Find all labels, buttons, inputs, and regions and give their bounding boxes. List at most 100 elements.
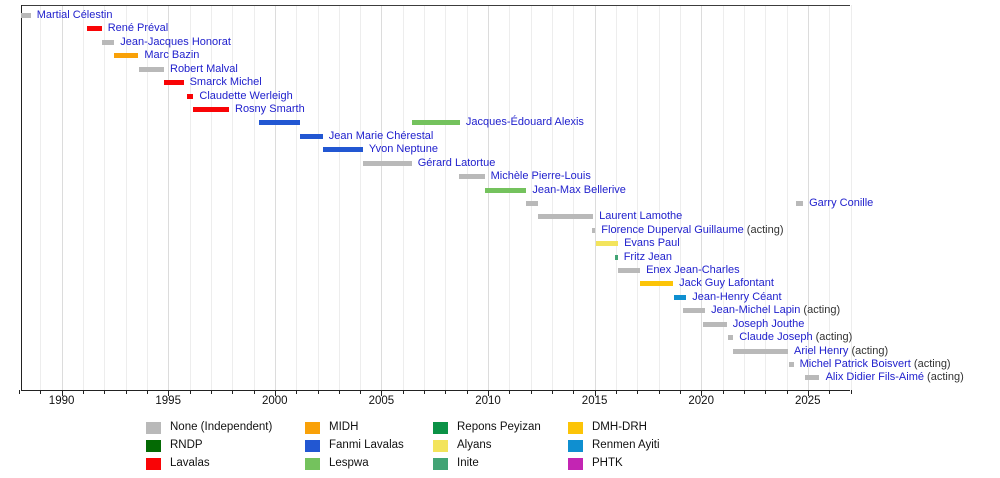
pm-link[interactable]: Robert Malval [170, 62, 238, 75]
gridline-year-2008 [445, 5, 447, 390]
pm-label: Martial Célestin [37, 9, 113, 22]
frame-top [21, 5, 850, 6]
acting-suffix: (acting) [848, 344, 889, 357]
axis-tick-2020 [701, 390, 703, 396]
axis-tick-2001 [296, 390, 298, 394]
gridline-year-2013 [552, 5, 553, 390]
pm-link[interactable]: Rosny Smarth [235, 102, 305, 115]
term-bar [114, 53, 139, 59]
term-bar [186, 93, 194, 99]
pm-label: René Préval [108, 22, 169, 35]
pm-link[interactable]: Michel Patrick Boisvert [799, 357, 911, 370]
pm-label: Alix Didier Fils-Aimé (acting) [826, 371, 964, 384]
axis-tick-1993 [125, 390, 127, 394]
axis-tick-1997 [210, 390, 212, 394]
pm-link[interactable]: Jean-Henry Céant [692, 290, 782, 303]
gridline-year-1999 [253, 5, 255, 390]
pm-label: Rosny Smarth [235, 103, 305, 116]
axis-tick-2027 [850, 390, 852, 394]
gridline-year-2002 [317, 5, 319, 390]
frame-left [21, 5, 22, 391]
pm-link[interactable]: Florence Duperval Guillaume [601, 223, 744, 236]
term-bar [733, 348, 788, 354]
axis-tick-2000 [274, 390, 276, 396]
acting-suffix: (acting) [924, 371, 964, 384]
pm-link[interactable]: Marc Bazin [144, 49, 200, 62]
axis-tick-2010 [488, 390, 489, 396]
pm-link[interactable]: Fritz Jean [623, 250, 672, 263]
axis-tick-2017 [637, 390, 639, 394]
pm-label: Michel Patrick Boisvert (acting) [800, 358, 951, 371]
gridline-year-2019 [679, 5, 681, 390]
gridline-year-2018 [658, 5, 660, 390]
pm-link[interactable]: Jean Marie Chérestal [328, 129, 434, 142]
axis-tick-2021 [722, 390, 724, 394]
term-bar [258, 120, 301, 126]
pm-link[interactable]: Evans Paul [624, 237, 680, 250]
axis-tick-2008 [445, 390, 447, 394]
pm-label: Jacques-Édouard Alexis [466, 116, 584, 129]
pm-label: Florence Duperval Guillaume (acting) [601, 224, 783, 237]
term-bar [595, 241, 619, 247]
axis-tick-2013 [552, 390, 553, 394]
pm-label: Michèle Pierre-Louis [491, 170, 591, 183]
pm-link[interactable]: Laurent Lamothe [599, 210, 683, 223]
axis-tick-2011 [509, 390, 511, 394]
pm-link[interactable]: Garry Conille [809, 196, 874, 209]
legend-swatch-inite [433, 458, 448, 470]
gridline-year-1996 [189, 5, 191, 390]
axis-tick-1992 [104, 390, 106, 394]
pm-label: Laurent Lamothe [599, 210, 682, 223]
pm-link[interactable]: Jean-Jacques Honorat [120, 35, 231, 48]
pm-label: Jean-Jacques Honorat [120, 36, 231, 49]
pm-link[interactable]: René Préval [107, 22, 169, 35]
term-bar [139, 66, 164, 72]
gridline-year-1993 [125, 5, 127, 390]
pm-link[interactable]: Enex Jean-Charles [646, 264, 740, 276]
axis-tick-2003 [338, 390, 340, 394]
axis-tick-2022 [743, 390, 745, 394]
pm-link[interactable]: Joseph Jouthe [732, 317, 805, 330]
term-bar [101, 39, 115, 45]
gridline-year-2027 [850, 5, 852, 390]
axis-tick-2024 [786, 390, 788, 394]
gridline-year-2022 [743, 5, 745, 390]
pm-link[interactable]: Gérard Latortue [417, 156, 496, 169]
pm-link[interactable]: Jacques-Édouard Alexis [465, 116, 584, 129]
axis-tick-2009 [466, 390, 468, 394]
pm-link[interactable]: Claude Joseph [739, 331, 813, 344]
pm-link[interactable]: Jean-Max Bellerive [532, 183, 626, 196]
legend-label-lavalas: Lavalas [170, 457, 210, 469]
term-bar [86, 26, 102, 32]
pm-link[interactable]: Jean-Michel Lapin [711, 304, 801, 317]
pm-link[interactable]: Yvon Neptune [368, 143, 439, 156]
legend-label-repons: Repons Peyizan [457, 421, 541, 433]
gridline-year-1991 [83, 5, 84, 390]
gridline-year-2020 [701, 5, 703, 390]
pm-label: Yvon Neptune [369, 143, 438, 156]
acting-suffix: (acting) [910, 357, 951, 370]
term-bar [673, 294, 687, 300]
legend-label-fanmi: Fanmi Lavalas [329, 439, 404, 451]
term-bar [683, 308, 705, 314]
legend-swatch-midh [305, 422, 320, 434]
gridline-year-2004 [360, 5, 362, 390]
pm-link[interactable]: Martial Célestin [36, 9, 113, 21]
axis-tick-2012 [530, 390, 532, 394]
axis-tick-2002 [317, 390, 319, 394]
pm-link[interactable]: Smarck Michel [189, 76, 262, 89]
pm-link[interactable]: Alix Didier Fils-Aimé [825, 371, 924, 384]
axis-tick-2005 [381, 390, 383, 396]
pm-link[interactable]: Jack Guy Lafontant [679, 277, 774, 290]
term-bar [20, 13, 31, 18]
pm-link[interactable]: Claudette Werleigh [199, 89, 293, 102]
pm-link[interactable]: Michèle Pierre-Louis [490, 170, 591, 182]
gridline-year-2021 [722, 5, 724, 390]
term-bar [411, 120, 460, 126]
pm-link[interactable]: Ariel Henry [794, 344, 849, 357]
gridline-year-2025 [807, 5, 809, 390]
plot-area: 1990 1995 2000 2005 2010 2015 2020 2025 Martial … [19, 5, 964, 407]
gridline-year-2014 [573, 5, 575, 390]
legend-swatch-fanmi [305, 440, 320, 452]
